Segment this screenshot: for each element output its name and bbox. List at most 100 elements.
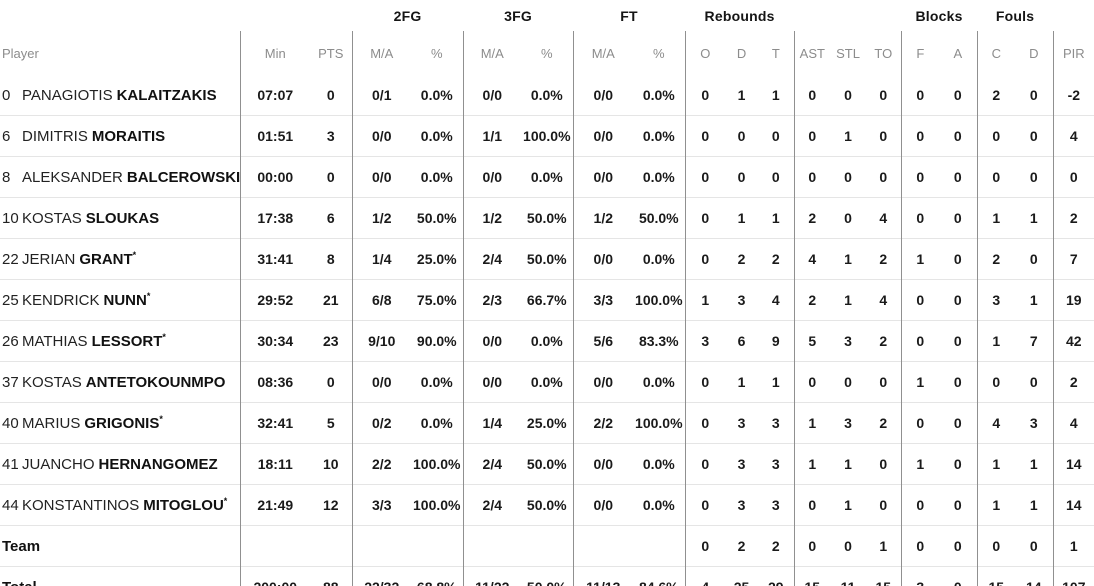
stat-cell: 0.0% xyxy=(633,238,686,280)
stat-cell: 31:41 xyxy=(239,238,310,280)
stat-cell: 100.0% xyxy=(411,443,464,485)
stat-cell: 15 xyxy=(793,566,831,586)
stat-cell: 0.0% xyxy=(411,361,464,403)
stat-cell: 0 xyxy=(900,75,940,116)
stat-cell: 1 xyxy=(725,197,759,239)
stat-cell: 1 xyxy=(793,443,831,485)
stat-cell: 0 xyxy=(939,525,978,567)
column-header-blocks-a: A xyxy=(953,45,963,61)
stat-cell: 100.0% xyxy=(521,115,574,157)
player-cell: 40 MARIUS GRIGONIS* xyxy=(0,402,240,444)
stat-cell: 0.0% xyxy=(411,402,464,444)
stat-cell: 0.0% xyxy=(633,443,686,485)
stat-cell: 88 xyxy=(310,566,352,586)
stat-cell: 0/0 xyxy=(572,361,634,403)
stat-cell: 83.3% xyxy=(633,320,686,362)
stat-cell: 0 xyxy=(725,156,759,198)
stat-cell: 1 xyxy=(900,361,940,403)
stat-cell: 1 xyxy=(1015,484,1054,526)
stat-cell: 0 xyxy=(939,566,978,586)
stat-cell: 0 xyxy=(976,361,1016,403)
table-row: 40 MARIUS GRIGONIS* 32:41 5 0/2 0.0% 1/4 2… xyxy=(0,402,1094,444)
stat-cell: 14 xyxy=(1052,484,1094,526)
stat-cell: 1/2 xyxy=(462,197,522,239)
player-last-name: NUNN xyxy=(103,291,147,309)
stat-cell: 0 xyxy=(976,115,1016,157)
stat-cell: 2 xyxy=(866,320,902,362)
column-header-3fg-ma: M/A xyxy=(462,31,522,75)
stat-cell: 0.0% xyxy=(521,361,574,403)
stat-cell: 0/0 xyxy=(572,443,634,485)
stat-cell: 3 xyxy=(725,402,759,444)
group-spacer xyxy=(0,0,352,31)
stat-cell: 5 xyxy=(310,402,352,444)
stat-cell xyxy=(521,525,574,567)
stat-cell: 2/4 xyxy=(462,238,522,280)
stat-cell: 6 xyxy=(725,320,759,362)
table-row: Total 200:00 88 22/32 68.8% 11/22 50.0% … xyxy=(0,566,1094,586)
stat-cell: 0 xyxy=(900,156,940,198)
player-number: 22 xyxy=(2,250,19,268)
stat-cell: 1 xyxy=(900,443,940,485)
stat-cell xyxy=(239,525,310,567)
stat-cell: 11 xyxy=(830,566,867,586)
stat-cell: 1 xyxy=(976,443,1016,485)
stat-cell: 100.0% xyxy=(633,402,686,444)
stat-cell: 0 xyxy=(793,115,831,157)
stat-cell: 8 xyxy=(310,238,352,280)
player-first-name: JERIAN xyxy=(22,250,76,268)
column-header-row: Player Min PTS M/A % M/A % M/A % O D T A… xyxy=(0,31,1094,75)
stat-cell: 5 xyxy=(793,320,831,362)
stat-cell: 0 xyxy=(900,402,940,444)
stat-cell: 18:11 xyxy=(239,443,310,485)
stat-cell: 1 xyxy=(830,238,867,280)
stat-cell: 0/1 xyxy=(351,75,411,116)
table-row: 10 KOSTAS SLOUKAS 17:38 6 1/2 50.0% 1/2 50… xyxy=(0,197,1094,239)
player-last-name: SLOUKAS xyxy=(85,209,160,227)
table-body: 0 PANAGIOTIS KALAITZAKIS 07:07 0 0/1 0.0% … xyxy=(0,75,1094,586)
stat-cell: 0/0 xyxy=(572,484,634,526)
table-row: 41 JUANCHO HERNANGOMEZ 18:11 10 2/2 100.0%… xyxy=(0,443,1094,485)
stat-cell: 29:52 xyxy=(239,279,310,321)
stat-cell: 100.0% xyxy=(411,484,464,526)
group-spacer xyxy=(1053,0,1094,31)
player-cell: 0 PANAGIOTIS KALAITZAKIS xyxy=(0,75,240,116)
stat-cell: 3 xyxy=(830,402,867,444)
player-last-name: LESSORT xyxy=(91,332,163,350)
player-cell: Total xyxy=(0,566,240,586)
stat-cell: 1 xyxy=(830,279,867,321)
stat-cell: 4 xyxy=(684,566,726,586)
stat-cell: 0/2 xyxy=(351,402,411,444)
stat-cell: 0 xyxy=(684,443,726,485)
stat-cell: 3 xyxy=(1015,402,1054,444)
stat-cell: 0 xyxy=(830,361,867,403)
stat-cell: 0 xyxy=(866,443,902,485)
starter-mark: * xyxy=(223,495,228,506)
stat-cell: 1 xyxy=(976,197,1016,239)
stat-cell: 1 xyxy=(830,484,867,526)
stat-cell: 0 xyxy=(953,87,962,103)
group-header-blocks: Blocks xyxy=(915,7,963,24)
player-last-name: Team xyxy=(2,537,41,555)
stat-cell: 6 xyxy=(310,197,352,239)
player-number: 26 xyxy=(2,332,19,350)
stat-cell: 2/4 xyxy=(462,443,522,485)
group-header-2fg: 2FG xyxy=(393,7,422,24)
player-first-name: KENDRICK xyxy=(22,291,100,309)
stat-cell: 0/0 xyxy=(572,238,634,280)
stat-cell: 7 xyxy=(1015,320,1054,362)
stat-cell: 0 xyxy=(684,361,726,403)
player-number: 6 xyxy=(2,127,11,145)
stat-cell: 0/0 xyxy=(462,156,522,198)
player-number: 41 xyxy=(2,455,19,473)
stat-cell: 10 xyxy=(310,443,352,485)
stat-cell: 90.0% xyxy=(411,320,464,362)
stat-cell: 2 xyxy=(866,238,902,280)
player-cell: Team xyxy=(0,525,240,567)
player-last-name: KALAITZAKIS xyxy=(116,86,217,104)
column-header-2fg-pct: % xyxy=(430,45,443,61)
stat-cell: 2 xyxy=(976,238,1016,280)
stat-cell: 3 xyxy=(976,279,1016,321)
stat-cell: 0 xyxy=(976,156,1016,198)
column-header-ast: AST xyxy=(793,31,831,75)
